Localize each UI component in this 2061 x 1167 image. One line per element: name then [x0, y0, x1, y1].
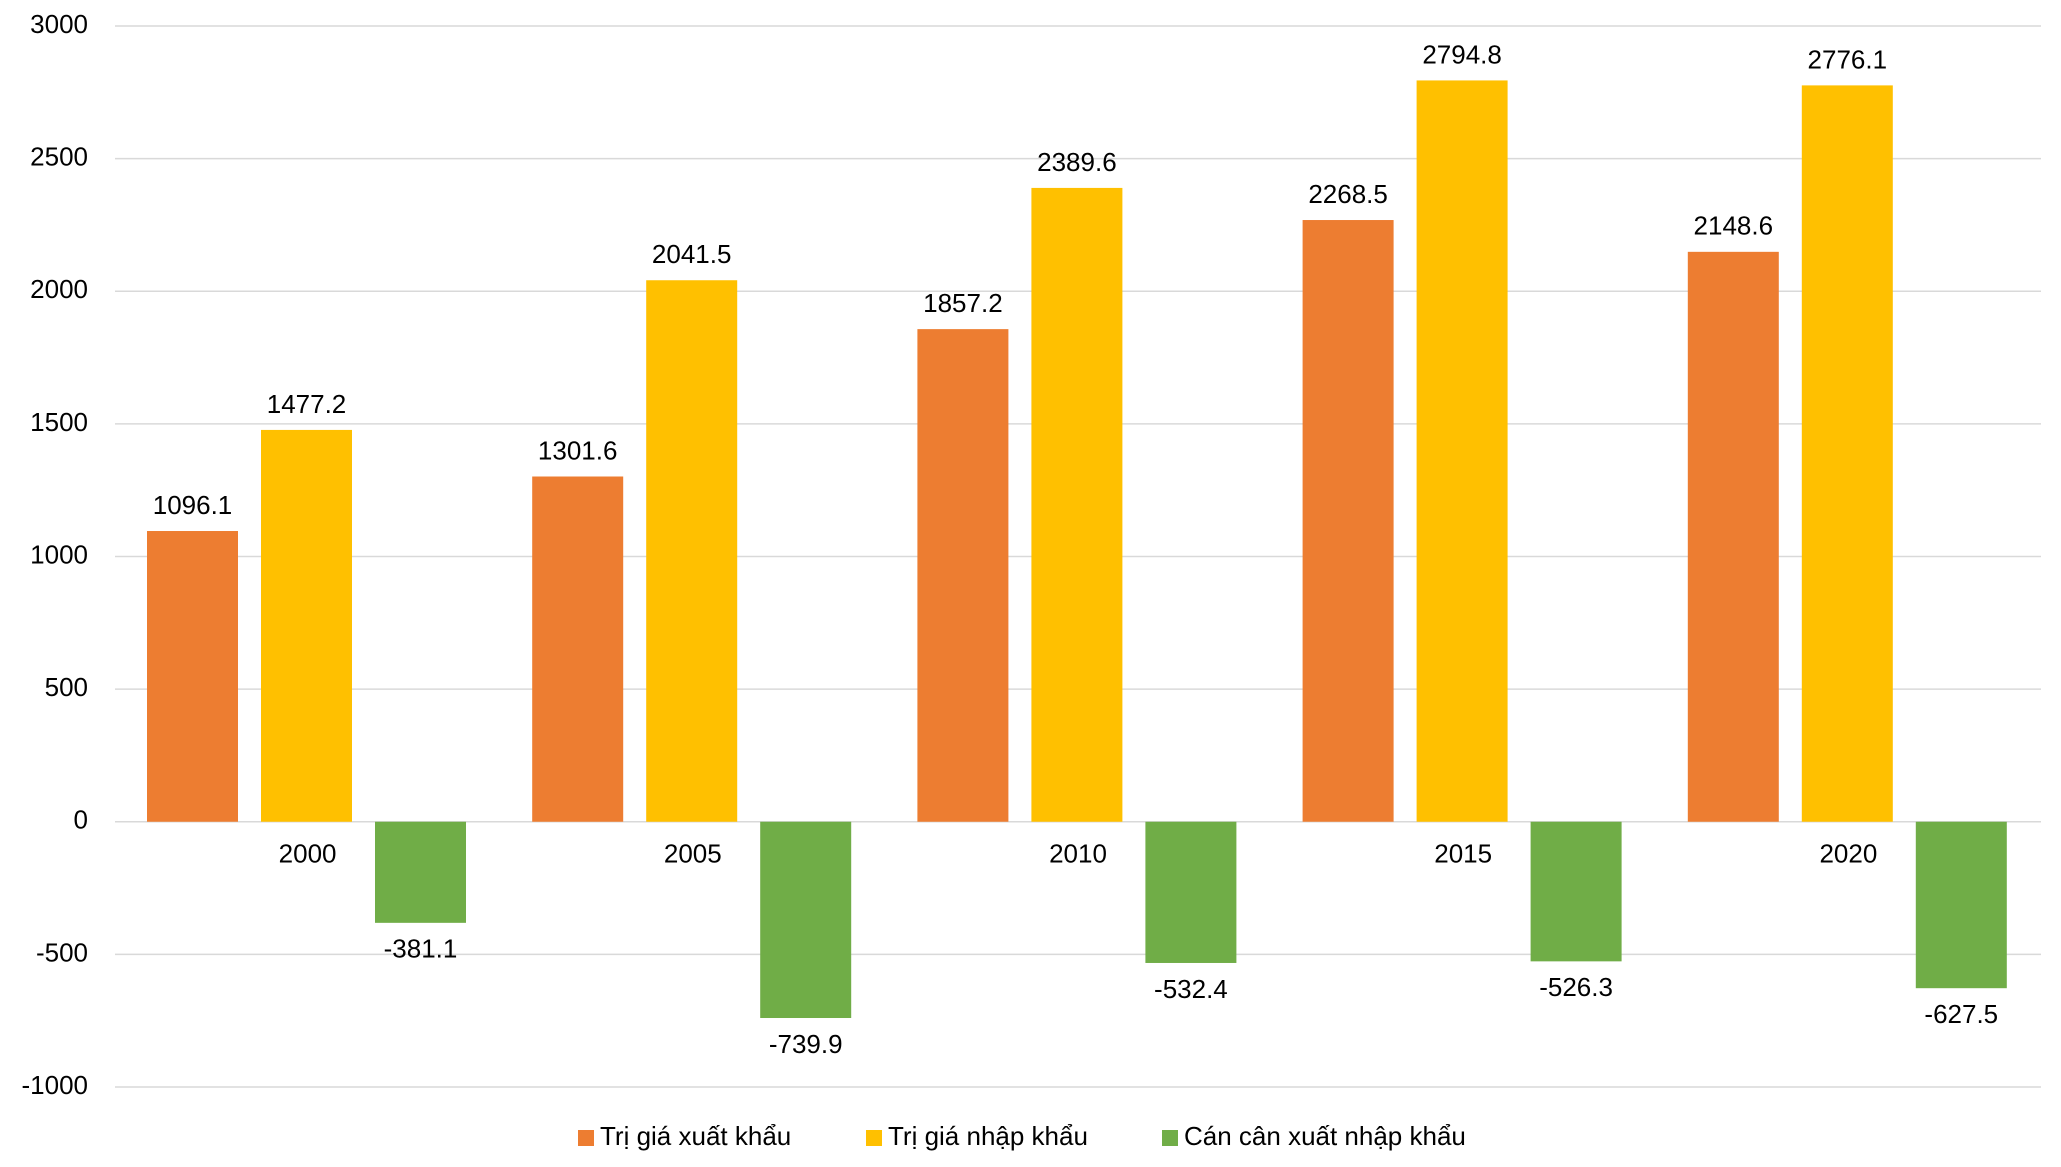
- value-label: 2041.5: [652, 239, 732, 269]
- value-label: 1477.2: [267, 389, 347, 419]
- y-tick-label: 3000: [30, 9, 88, 39]
- x-tick-label: 2010: [1049, 839, 1107, 869]
- bar: [1302, 220, 1394, 822]
- value-label: 2268.5: [1308, 179, 1388, 209]
- bar: [1915, 821, 2007, 989]
- bar: [1801, 85, 1893, 822]
- legend-swatch: [1162, 1130, 1178, 1146]
- bar: [917, 329, 1009, 822]
- y-tick-label: 1500: [30, 407, 88, 437]
- bar: [1687, 251, 1779, 822]
- y-tick-label: -500: [36, 937, 88, 967]
- legend-swatch: [866, 1130, 882, 1146]
- value-label: 1096.1: [153, 490, 233, 520]
- legend-swatch: [578, 1130, 594, 1146]
- value-label: 2776.1: [1808, 44, 1888, 74]
- x-tick-label: 2015: [1434, 839, 1492, 869]
- bar: [147, 531, 238, 822]
- x-tick-label: 2005: [664, 839, 722, 869]
- bar: [1145, 821, 1237, 963]
- bar: [375, 821, 466, 923]
- legend-label: Trị giá xuất khẩu: [600, 1121, 791, 1151]
- y-tick-label: 2000: [30, 274, 88, 304]
- value-label: -381.1: [384, 934, 458, 964]
- value-label: -532.4: [1154, 974, 1228, 1004]
- y-tick-label: 1000: [30, 539, 88, 569]
- legend-label: Trị giá nhập khẩu: [888, 1121, 1088, 1151]
- value-label: 2148.6: [1694, 211, 1774, 241]
- value-label: 2794.8: [1422, 39, 1502, 69]
- legend-label: Cán cân xuất nhập khẩu: [1184, 1121, 1466, 1151]
- y-tick-label: 2500: [30, 142, 88, 172]
- value-label: 1301.6: [538, 435, 618, 465]
- value-label: -739.9: [769, 1029, 843, 1059]
- bar: [261, 429, 352, 822]
- value-label: 1857.2: [923, 288, 1003, 318]
- value-label: -526.3: [1539, 972, 1613, 1002]
- bar: [532, 476, 624, 822]
- bar: [1530, 821, 1622, 962]
- value-label: 2389.6: [1037, 147, 1117, 177]
- y-tick-label: 0: [74, 805, 88, 835]
- x-tick-label: 2000: [279, 839, 337, 869]
- y-tick-label: -1000: [22, 1070, 89, 1100]
- x-tick-label: 2020: [1819, 839, 1877, 869]
- bar: [646, 280, 738, 822]
- y-tick-label: 500: [45, 672, 88, 702]
- bar: [1031, 187, 1123, 822]
- bar: [760, 821, 852, 1019]
- value-label: -627.5: [1924, 999, 1998, 1029]
- bar: [1416, 80, 1508, 822]
